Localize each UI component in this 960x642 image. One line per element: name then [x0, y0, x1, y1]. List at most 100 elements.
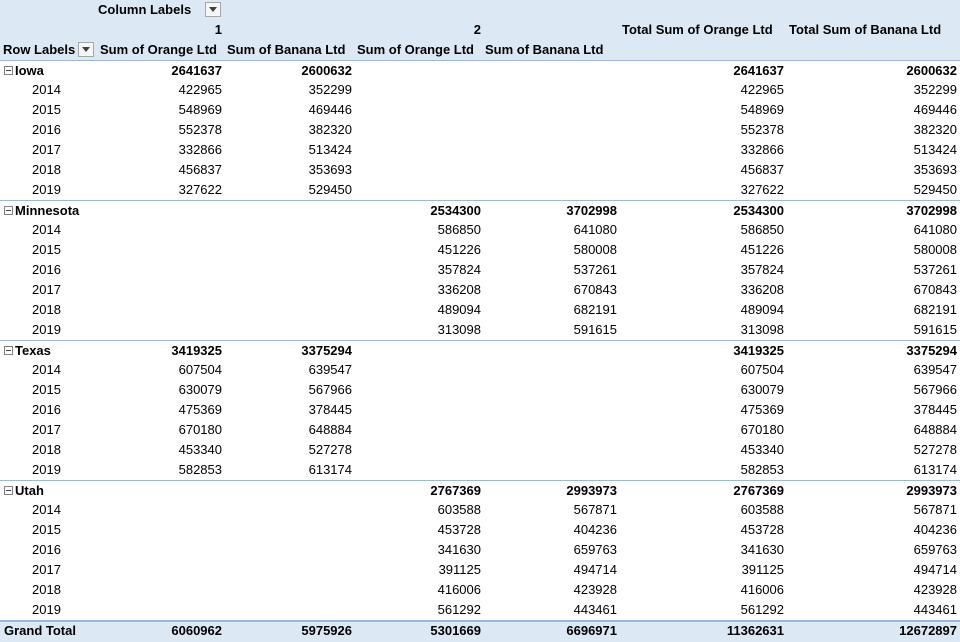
value-cell[interactable]: 527278: [913, 442, 957, 457]
value-cell[interactable]: 639547: [308, 362, 352, 377]
value-cell[interactable]: 582853: [740, 462, 784, 477]
year-label[interactable]: 2019: [32, 322, 61, 337]
value-cell[interactable]: 489094: [437, 302, 481, 317]
value-cell[interactable]: [485, 160, 620, 180]
value-cell[interactable]: [485, 360, 620, 380]
group-label[interactable]: Utah: [4, 481, 98, 501]
column-group-1[interactable]: 1: [214, 22, 222, 37]
value-cell[interactable]: 3375294: [906, 343, 957, 358]
value-cell[interactable]: 513424: [308, 142, 352, 157]
column-labels-filter-button[interactable]: [205, 2, 221, 17]
value-cell[interactable]: [485, 61, 620, 81]
value-cell[interactable]: 648884: [913, 422, 957, 437]
value-cell[interactable]: [485, 180, 620, 200]
value-cell[interactable]: 670843: [573, 282, 617, 297]
year-label[interactable]: 2014: [32, 362, 61, 377]
value-cell[interactable]: [98, 220, 225, 240]
value-cell[interactable]: [485, 100, 620, 120]
value-cell[interactable]: 5301669: [430, 623, 481, 638]
value-cell[interactable]: 2600632: [906, 63, 957, 78]
value-cell[interactable]: [98, 280, 225, 300]
value-cell[interactable]: 353693: [913, 162, 957, 177]
value-cell[interactable]: 3419325: [733, 343, 784, 358]
measure-header-orange-1[interactable]: Sum of Orange Ltd: [100, 42, 217, 57]
year-label[interactable]: 2014: [32, 502, 61, 517]
value-cell[interactable]: 607504: [178, 362, 222, 377]
value-cell[interactable]: 607504: [740, 362, 784, 377]
grand-total-label[interactable]: Grand Total: [4, 623, 76, 638]
year-label[interactable]: 2017: [32, 282, 61, 297]
value-cell[interactable]: 443461: [913, 602, 957, 617]
measure-header-orange-2[interactable]: Sum of Orange Ltd: [357, 42, 474, 57]
group-label[interactable]: Minnesota: [4, 201, 98, 221]
value-cell[interactable]: 422965: [178, 82, 222, 97]
value-cell[interactable]: 682191: [573, 302, 617, 317]
value-cell[interactable]: 416006: [437, 582, 481, 597]
value-cell[interactable]: 552378: [740, 122, 784, 137]
value-cell[interactable]: 670843: [913, 282, 957, 297]
value-cell[interactable]: 6060962: [171, 623, 222, 638]
value-cell[interactable]: 552378: [178, 122, 222, 137]
value-cell[interactable]: 332866: [740, 142, 784, 157]
value-cell[interactable]: 529450: [308, 182, 352, 197]
year-label[interactable]: 2015: [32, 522, 61, 537]
year-label[interactable]: 2016: [32, 122, 61, 137]
value-cell[interactable]: [485, 420, 620, 440]
value-cell[interactable]: 391125: [438, 562, 481, 577]
group-label[interactable]: Texas: [4, 341, 98, 361]
value-cell[interactable]: 630079: [178, 382, 222, 397]
row-labels-filter-button[interactable]: [78, 42, 94, 57]
year-label[interactable]: 2018: [32, 162, 61, 177]
value-cell[interactable]: 494714: [573, 562, 617, 577]
value-cell[interactable]: 12672897: [899, 623, 957, 638]
value-cell[interactable]: 3702998: [906, 203, 957, 218]
value-cell[interactable]: 327622: [740, 182, 784, 197]
value-cell[interactable]: [98, 540, 225, 560]
year-label[interactable]: 2019: [32, 462, 61, 477]
value-cell[interactable]: 5975926: [301, 623, 352, 638]
value-cell[interactable]: [98, 201, 225, 221]
value-cell[interactable]: 357824: [437, 262, 481, 277]
value-cell[interactable]: 456837: [740, 162, 784, 177]
value-cell[interactable]: 2767369: [733, 483, 784, 498]
value-cell[interactable]: 11362631: [726, 623, 784, 638]
value-cell[interactable]: [98, 500, 225, 520]
value-cell[interactable]: [485, 341, 620, 361]
value-cell[interactable]: 591615: [913, 322, 957, 337]
value-cell[interactable]: [356, 80, 484, 100]
value-cell[interactable]: 378445: [913, 402, 957, 417]
value-cell[interactable]: [98, 240, 225, 260]
value-cell[interactable]: [356, 380, 484, 400]
value-cell[interactable]: [485, 80, 620, 100]
value-cell[interactable]: 639547: [913, 362, 957, 377]
total-orange-header[interactable]: Total Sum of Orange Ltd: [622, 22, 773, 37]
year-label[interactable]: 2015: [32, 242, 61, 257]
value-cell[interactable]: 382320: [308, 122, 352, 137]
value-cell[interactable]: 682191: [913, 302, 957, 317]
value-cell[interactable]: 591615: [573, 322, 617, 337]
total-banana-header[interactable]: Total Sum of Banana Ltd: [789, 22, 942, 37]
value-cell[interactable]: 456837: [178, 162, 222, 177]
value-cell[interactable]: 2993973: [906, 483, 957, 498]
value-cell[interactable]: [485, 120, 620, 140]
value-cell[interactable]: 378445: [308, 402, 352, 417]
value-cell[interactable]: [356, 460, 484, 480]
value-cell[interactable]: 670180: [740, 422, 784, 437]
value-cell[interactable]: 561292: [740, 602, 784, 617]
value-cell[interactable]: [227, 220, 355, 240]
value-cell[interactable]: [227, 260, 355, 280]
value-cell[interactable]: 353693: [308, 162, 352, 177]
year-label[interactable]: 2016: [32, 262, 61, 277]
value-cell[interactable]: [356, 341, 484, 361]
value-cell[interactable]: 567871: [913, 502, 957, 517]
value-cell[interactable]: [227, 300, 355, 320]
value-cell[interactable]: 6696971: [566, 623, 617, 638]
value-cell[interactable]: 586850: [740, 222, 784, 237]
value-cell[interactable]: [98, 260, 225, 280]
value-cell[interactable]: 357824: [740, 262, 784, 277]
value-cell[interactable]: [98, 560, 225, 580]
value-cell[interactable]: [356, 160, 484, 180]
value-cell[interactable]: [98, 580, 225, 600]
value-cell[interactable]: 2534300: [430, 203, 481, 218]
year-label[interactable]: 2015: [32, 382, 61, 397]
